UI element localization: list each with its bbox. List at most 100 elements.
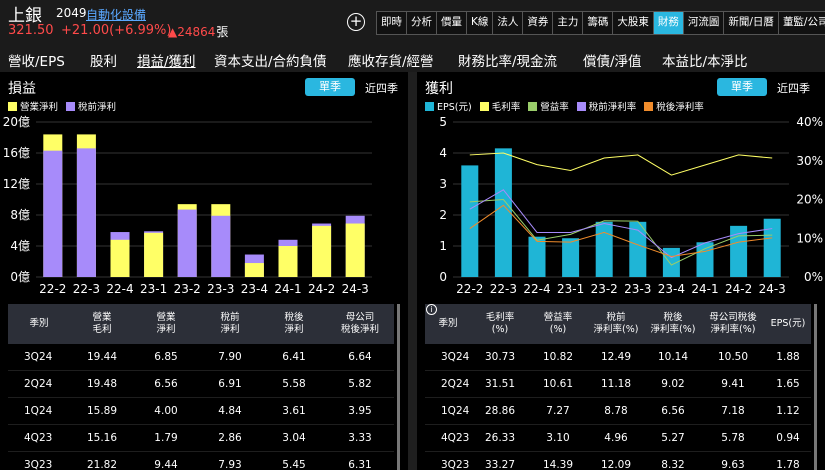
legend-label: 營業淨利 <box>20 102 59 113</box>
table-cell: 31.51 <box>484 378 516 390</box>
tab-4[interactable]: 應收存貨/經營 <box>348 54 434 70</box>
column-header: 季別 <box>438 318 458 329</box>
table-cell: 14.39 <box>542 459 574 470</box>
industry-link[interactable]: 自動化設備 <box>86 8 147 22</box>
table-cell: 5.27 <box>661 432 685 444</box>
tab-0[interactable]: 營收/EPS <box>8 54 65 70</box>
table-row[interactable]: 4Q23 15.16 1.79 2.86 3.04 3.33 <box>8 425 394 452</box>
table-row[interactable]: 3Q24 19.44 6.85 7.90 6.41 6.64 <box>8 344 394 371</box>
nav-item-1[interactable]: 分析 <box>407 12 437 34</box>
table-cell: 3Q23 <box>24 459 53 470</box>
nav-item-2[interactable]: 價量 <box>437 12 467 34</box>
y2-tick-label: 20% <box>796 193 823 207</box>
income-table: 季別 營業 毛利 營業 淨利 稅前 淨利 稅後 淨利 母公司 稅後淨利 3Q24 19.44 6… <box>8 304 394 470</box>
table-header: 季別 毛利率 (%) 營益率 (%) 稅前 淨利率(%) 稅後 淨利率(%) 母公司稅後 … <box>425 304 811 344</box>
table-cell: 21.82 <box>86 459 118 470</box>
tab-5[interactable]: 財務比率/現金流 <box>458 54 558 70</box>
x-tick-label: 23-2 <box>591 282 618 296</box>
table-row[interactable]: 3Q23 21.82 9.44 7.93 5.45 6.31 <box>8 452 394 470</box>
stock-price: 321.50 <box>8 23 54 38</box>
table-scrollbar[interactable] <box>397 304 400 470</box>
column-header: 毛利率 (%) <box>485 312 515 335</box>
eps-bar <box>696 242 714 277</box>
bar <box>177 209 197 277</box>
table-cell: 6.56 <box>154 378 178 390</box>
add-watchlist-button[interactable]: + <box>347 13 365 31</box>
tab-6[interactable]: 償債/淨值 <box>583 54 642 70</box>
tab-7[interactable]: 本益比/本淨比 <box>662 54 748 70</box>
profitability-panel: 獲利 單季 近四季 EPS(元) 毛利率 營益率 稅前淨利率 稅後淨利率 0 1 2 3 4 5 2… <box>417 72 825 470</box>
price-change: +21.00(+6.99%) <box>61 23 172 38</box>
x-tick-label: 23-3 <box>207 282 234 296</box>
quarterly-toggle-button[interactable]: 單季 <box>305 78 355 96</box>
table-row[interactable]: 3Q24 30.73 10.82 12.49 10.14 10.50 1.88 <box>425 344 811 371</box>
legend-item: EPS(元) <box>425 99 472 113</box>
table-cell: 3.10 <box>546 432 570 444</box>
table-row[interactable]: 1Q24 28.86 7.27 8.78 6.56 7.18 1.12 <box>425 398 811 425</box>
trailing-four-quarters-button[interactable]: 近四季 <box>777 82 810 95</box>
tab-2[interactable]: 損益/獲利 <box>137 54 196 70</box>
eps-bar <box>562 238 580 277</box>
y-tick-label: 20億 <box>3 115 30 129</box>
table-cell: 3Q23 <box>441 459 470 470</box>
nav-item-5[interactable]: 資券 <box>523 12 554 34</box>
y-tick-label: 4億 <box>10 239 30 253</box>
table-row[interactable]: 1Q24 15.89 4.00 4.84 3.61 3.95 <box>8 398 394 425</box>
y2-tick-label: 10% <box>796 231 823 245</box>
bar <box>244 263 264 277</box>
nav-item-6[interactable]: 主力 <box>553 12 584 34</box>
y-tick-label: 0 <box>439 270 447 284</box>
table-cell: 1.65 <box>776 378 800 390</box>
x-tick-label: 22-3 <box>490 282 517 296</box>
chart-legend: EPS(元) 毛利率 營益率 稅前淨利率 稅後淨利率 <box>425 99 704 113</box>
trailing-four-quarters-button[interactable]: 近四季 <box>365 82 398 95</box>
bar <box>110 239 130 277</box>
x-tick-label: 23-3 <box>624 282 651 296</box>
nav-item-3[interactable]: K線 <box>467 12 494 34</box>
profitability-chart: 0 1 2 3 4 5 22-2 22-3 22-4 23-1 23-2 23-3 23-4 24-1 24… <box>439 115 823 296</box>
table-cell: 1.78 <box>776 459 800 470</box>
x-tick-label: 22-2 <box>456 282 483 296</box>
y-tick-label: 8億 <box>10 208 30 222</box>
table-cell: 7.90 <box>218 351 242 363</box>
legend-label: 稅前淨利率 <box>588 102 637 113</box>
volume-value: 24864 <box>177 25 216 39</box>
tab-3[interactable]: 資本支出/合約負債 <box>214 54 327 70</box>
column-header: 母公司 稅後淨利 <box>340 312 379 335</box>
table-cell: 4.00 <box>154 405 178 417</box>
panel-title: 獲利 <box>425 81 453 97</box>
nav-item-7[interactable]: 籌碼 <box>583 12 614 34</box>
table-cell: 4.96 <box>604 432 628 444</box>
table-cell: 3.95 <box>348 405 372 417</box>
x-tick-label: 23-1 <box>140 282 167 296</box>
bar <box>144 232 164 277</box>
table-cell: 15.16 <box>86 432 118 444</box>
income-chart: 0億 4億 8億 12億 16億 20億 22-2 22-3 22-4 23-1 23-2 23-3 2… <box>3 115 372 296</box>
table-row[interactable]: 2Q24 19.48 6.56 6.91 5.58 5.82 <box>8 371 394 398</box>
table-row[interactable]: 2Q24 31.51 10.61 11.18 9.02 9.41 1.65 <box>425 371 811 398</box>
table-cell: 3.61 <box>282 405 306 417</box>
table-row[interactable]: 3Q23 33.27 14.39 12.09 8.32 9.63 1.78 <box>425 452 811 470</box>
info-icon[interactable]: i <box>426 304 437 315</box>
x-tick-label: 24-3 <box>759 282 786 296</box>
table-row[interactable]: 4Q23 26.33 3.10 4.96 5.27 5.78 0.94 <box>425 425 811 452</box>
quarterly-toggle-button[interactable]: 單季 <box>717 78 767 96</box>
table-cell: 19.44 <box>86 351 118 363</box>
legend-item: 營業淨利 <box>8 99 58 113</box>
nav-item-11[interactable]: 新聞/日曆 <box>724 12 779 34</box>
nav-item-9[interactable]: 財務 <box>653 12 684 34</box>
nav-item-8[interactable]: 大股東 <box>613 12 654 34</box>
table-cell: 10.14 <box>657 351 689 363</box>
bar <box>345 223 365 277</box>
tab-1[interactable]: 股利 <box>90 54 117 70</box>
nav-item-10[interactable]: 河流圖 <box>683 12 725 34</box>
x-tick-label: 22-4 <box>523 282 550 296</box>
legend-label: 毛利率 <box>491 102 521 113</box>
nav-item-4[interactable]: 法人 <box>493 12 524 34</box>
legend-label: 稅前淨利 <box>78 102 117 113</box>
table-cell: 8.78 <box>604 405 628 417</box>
nav-item-12[interactable]: 董監/公司 <box>778 12 825 34</box>
nav-item-0[interactable]: 即時 <box>377 12 407 34</box>
table-scrollbar[interactable] <box>814 304 817 470</box>
